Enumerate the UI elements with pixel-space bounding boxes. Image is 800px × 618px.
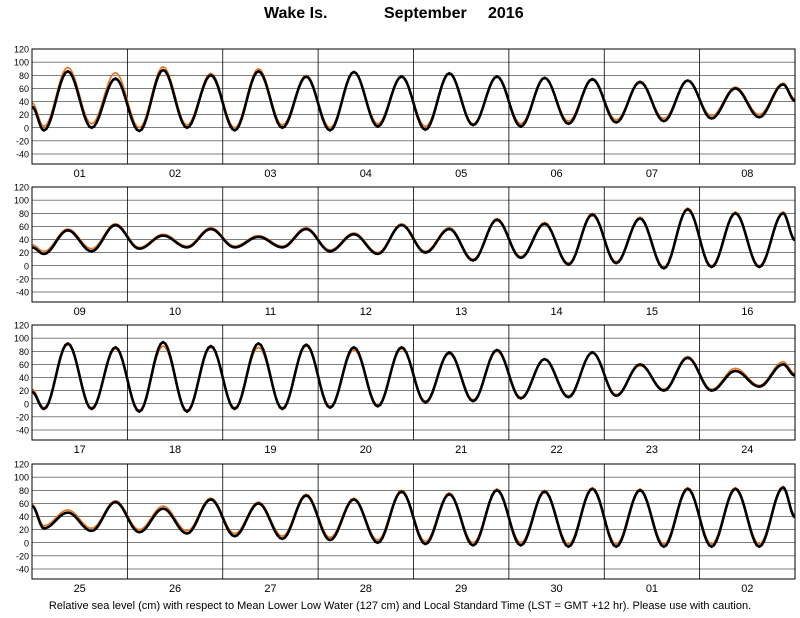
x-tick-label: 09: [74, 306, 86, 318]
x-tick-label: 02: [169, 168, 181, 180]
footer-note: Relative sea level (cm) with respect to …: [48, 600, 752, 612]
x-tick-label: 04: [360, 168, 372, 180]
x-tick-label: 27: [264, 583, 276, 595]
y-tick-label: 0: [24, 261, 29, 271]
year-label: 2016: [488, 5, 524, 22]
y-tick-label: 120: [14, 460, 29, 470]
x-tick-label: 16: [741, 306, 753, 318]
panel-3: -40 -20 0 20 40 60 80 100 120 17 18 19 20 21 22 23 24: [14, 321, 796, 456]
x-tick-label: 02: [741, 583, 753, 595]
x-tick-label: 19: [264, 444, 276, 456]
panel-2: -40 -20 0 20 40 60 80 100 120 09 10 11 12 13 14 15 16: [14, 183, 796, 318]
observed-series-line: [31, 68, 796, 133]
x-tick-label: 10: [169, 306, 181, 318]
x-tick-label: 25: [74, 583, 86, 595]
x-tick-label: 05: [455, 168, 467, 180]
y-tick-label: 20: [19, 248, 29, 258]
y-tick-label: 20: [19, 386, 29, 396]
x-tick-label: 30: [550, 583, 562, 595]
x-tick-label: 14: [550, 306, 562, 318]
x-tick-label: 23: [646, 444, 658, 456]
x-tick-label: 18: [169, 444, 181, 456]
y-tick-label: 100: [14, 196, 29, 206]
y-tick-label: 20: [19, 525, 29, 535]
y-tick-label: 80: [19, 209, 29, 219]
panel-frame: [31, 324, 796, 441]
y-tick-label: 40: [19, 373, 29, 383]
y-tick-label: 120: [14, 183, 29, 193]
x-tick-label: 17: [74, 444, 86, 456]
x-tick-label: 22: [550, 444, 562, 456]
y-tick-label: -40: [16, 426, 29, 436]
x-tick-label: 08: [741, 168, 753, 180]
panel-4: -40 -20 0 20 40 60 80 100 120 25 26 27 28 29 30 01 02: [14, 460, 796, 595]
x-tick-label: 07: [646, 168, 658, 180]
station-name: Wake Is.: [264, 5, 328, 22]
observed-series-line: [31, 340, 796, 414]
x-tick-label: 11: [265, 306, 276, 318]
y-tick-label: -40: [16, 565, 29, 575]
y-tick-label: 80: [19, 486, 29, 496]
x-tick-label: 06: [550, 168, 562, 180]
y-tick-label: -40: [16, 288, 29, 298]
observed-series-line: [31, 207, 796, 270]
x-tick-label: 26: [169, 583, 181, 595]
x-tick-label: 15: [646, 306, 658, 318]
y-tick-label: -40: [16, 150, 29, 160]
y-tick-label: -20: [16, 274, 29, 284]
y-tick-label: 40: [19, 512, 29, 522]
y-tick-label: 60: [19, 84, 29, 94]
x-tick-label: 29: [455, 583, 467, 595]
y-tick-label: 80: [19, 71, 29, 81]
y-tick-label: 60: [19, 222, 29, 232]
y-tick-label: 40: [19, 97, 29, 107]
panel-frame: [31, 48, 796, 165]
y-tick-label: 100: [14, 473, 29, 483]
y-tick-label: -20: [16, 412, 29, 422]
y-tick-label: 100: [14, 334, 29, 344]
y-tick-label: 120: [14, 321, 29, 331]
panel-frame: [31, 463, 796, 580]
y-tick-label: -20: [16, 136, 29, 146]
y-tick-label: 120: [14, 45, 29, 55]
x-tick-label: 12: [360, 306, 372, 318]
y-tick-label: 40: [19, 235, 29, 245]
x-tick-label: 21: [455, 444, 467, 456]
y-tick-label: 100: [14, 58, 29, 68]
panel-1: -40 -20 0 20 40 60 80 100 120 01 02 03 04 05 06 07 08: [14, 45, 796, 180]
y-tick-label: 0: [24, 399, 29, 409]
y-tick-label: -20: [16, 551, 29, 561]
y-tick-label: 80: [19, 347, 29, 357]
y-tick-label: 20: [19, 110, 29, 120]
y-tick-label: 0: [24, 538, 29, 548]
x-tick-label: 13: [455, 306, 467, 318]
x-tick-label: 01: [74, 168, 86, 180]
observed-series-line: [31, 486, 796, 549]
x-tick-label: 20: [360, 444, 372, 456]
panel-frame: [31, 186, 796, 303]
y-tick-label: 0: [24, 123, 29, 133]
x-tick-label: 28: [360, 583, 372, 595]
chart-title: Wake Is. September 2016: [0, 5, 800, 27]
x-tick-label: 01: [646, 583, 658, 595]
y-tick-label: 60: [19, 360, 29, 370]
x-tick-label: 03: [264, 168, 276, 180]
x-tick-label: 24: [741, 444, 753, 456]
y-tick-label: 60: [19, 499, 29, 509]
month-label: September: [384, 5, 467, 22]
